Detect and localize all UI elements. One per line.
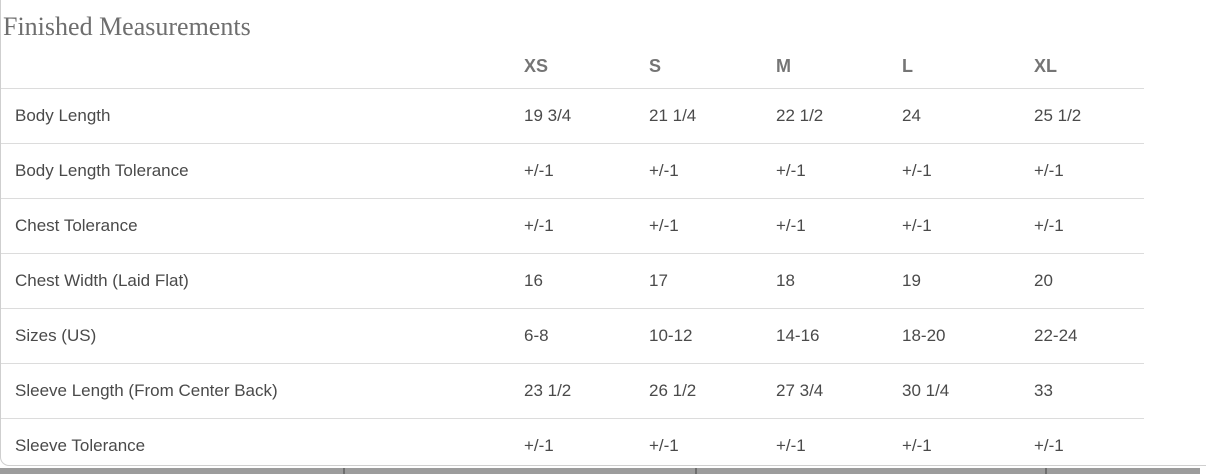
measurement-value: 6-8 (524, 308, 649, 364)
row-label: Body Length (1, 88, 524, 144)
measurement-value: +/-1 (902, 198, 1034, 254)
measurement-value: 23 1/2 (524, 363, 649, 419)
measurement-value: +/-1 (776, 198, 902, 254)
measurement-value: +/-1 (649, 198, 776, 254)
measurement-value: +/-1 (1034, 198, 1144, 254)
label-column-header (1, 42, 524, 89)
measurement-value: 25 1/2 (1034, 88, 1144, 144)
measurement-value: 16 (524, 253, 649, 309)
measurement-value: +/-1 (649, 143, 776, 199)
table-row: Chest Tolerance +/-1 +/-1 +/-1 +/-1 +/-1 (1, 198, 1144, 254)
row-label: Sizes (US) (1, 308, 524, 364)
table-row: Chest Width (Laid Flat) 16 17 18 19 20 (1, 253, 1144, 309)
measurement-value: +/-1 (1034, 143, 1144, 199)
size-header-s: S (649, 42, 776, 89)
measurement-value: +/-1 (649, 418, 776, 465)
measurement-value: 26 1/2 (649, 363, 776, 419)
size-header-m: M (776, 42, 902, 89)
measurements-table-body: Body Length 19 3/4 21 1/4 22 1/2 24 25 1/2 Bod… (1, 88, 1144, 465)
strip-column-divider (1045, 468, 1047, 474)
row-label: Chest Tolerance (1, 198, 524, 254)
row-label: Sleeve Length (From Center Back) (1, 363, 524, 419)
measurement-value: +/-1 (776, 418, 902, 465)
strip-column-divider (343, 468, 345, 474)
measurement-value: 19 (902, 253, 1034, 309)
table-row: Sleeve Length (From Center Back) 23 1/2 26… (1, 363, 1144, 419)
measurement-value: 22 1/2 (776, 88, 902, 144)
measurement-value: 30 1/4 (902, 363, 1034, 419)
measurement-value: 27 3/4 (776, 363, 902, 419)
measurement-value: 18-20 (902, 308, 1034, 364)
size-header-l: L (902, 42, 1034, 89)
measurement-value: 20 (1034, 253, 1144, 309)
measurement-value: 19 3/4 (524, 88, 649, 144)
size-header-xs: XS (524, 42, 649, 89)
table-row: Sleeve Tolerance +/-1 +/-1 +/-1 +/-1 +/-1 (1, 418, 1144, 465)
strip-column-divider (695, 468, 697, 474)
table-row: Body Length 19 3/4 21 1/4 22 1/2 24 25 1/2 (1, 88, 1144, 144)
measurement-value: +/-1 (776, 143, 902, 199)
measurement-value: 18 (776, 253, 902, 309)
measurement-value: 17 (649, 253, 776, 309)
measurement-value: +/-1 (524, 143, 649, 199)
table-row: Sizes (US) 6-8 10-12 14-16 18-20 22-24 (1, 308, 1144, 364)
measurement-value: +/-1 (1034, 418, 1144, 465)
measurement-value: +/-1 (902, 418, 1034, 465)
measurement-value: 21 1/4 (649, 88, 776, 144)
size-header-xl: XL (1034, 42, 1144, 89)
measurement-value: 14-16 (776, 308, 902, 364)
measurement-value: 10-12 (649, 308, 776, 364)
measurement-value: +/-1 (524, 418, 649, 465)
row-label: Body Length Tolerance (1, 143, 524, 199)
measurement-value: +/-1 (902, 143, 1034, 199)
measurement-value: 24 (902, 88, 1034, 144)
size-header-row: XS S M L XL (1, 42, 1144, 89)
row-label: Chest Width (Laid Flat) (1, 253, 524, 309)
measurement-value: 22-24 (1034, 308, 1144, 364)
measurement-value: +/-1 (524, 198, 649, 254)
table-row: Body Length Tolerance +/-1 +/-1 +/-1 +/-1 +/-… (1, 143, 1144, 199)
measurement-value: 33 (1034, 363, 1144, 419)
row-label: Sleeve Tolerance (1, 418, 524, 465)
section-title: Finished Measurements (3, 12, 251, 41)
measurements-table: XS S M L XL Body Length 19 3/4 21 1/4 22 1/2 24 2… (1, 42, 1144, 465)
next-section-cutoff-strip (0, 468, 1200, 474)
